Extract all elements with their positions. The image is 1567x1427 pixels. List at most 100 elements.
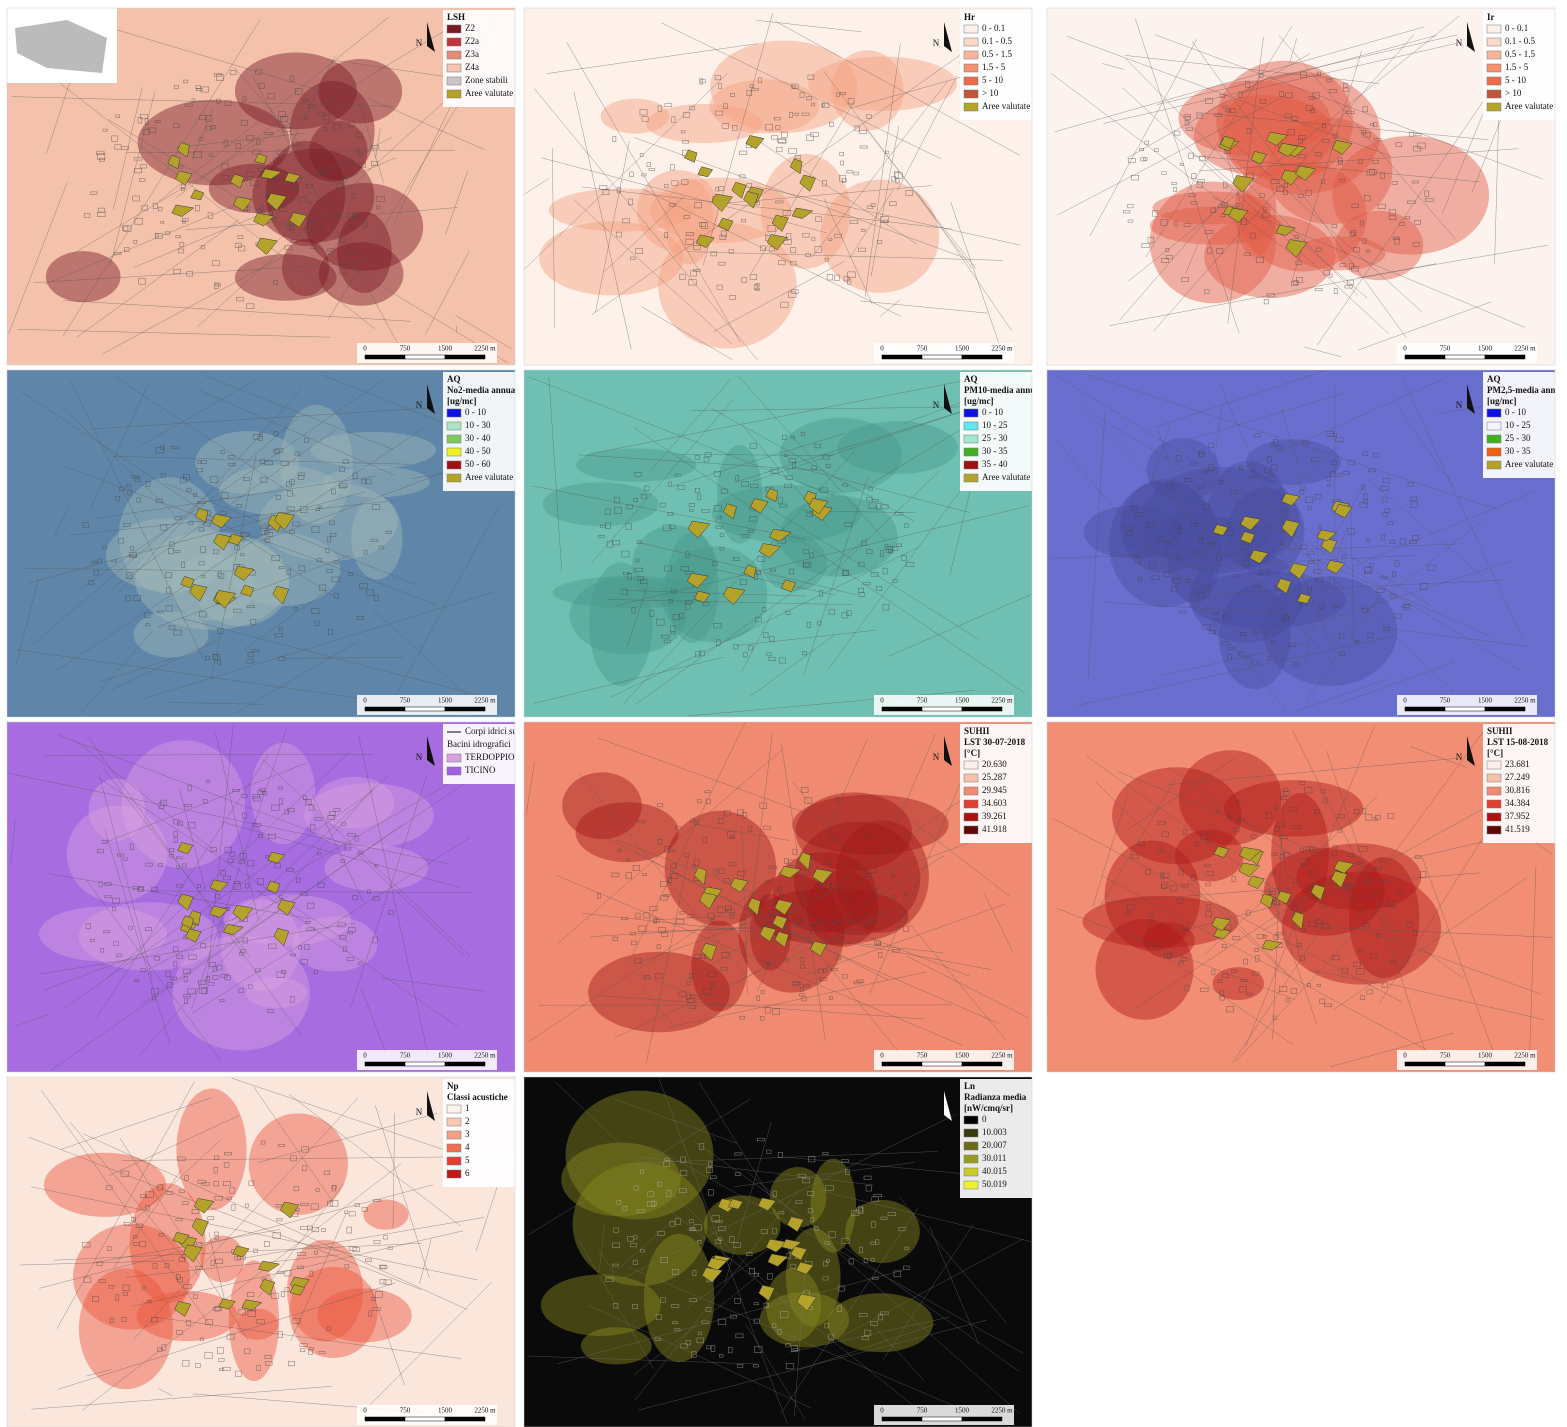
building (341, 822, 347, 826)
building (697, 1239, 702, 1244)
building (1361, 484, 1366, 490)
building (694, 820, 699, 825)
building (634, 567, 643, 572)
building (643, 912, 650, 919)
road (392, 1112, 395, 1228)
building (173, 961, 178, 968)
building (342, 459, 349, 464)
building (1412, 535, 1419, 541)
building (815, 883, 823, 890)
building (207, 1216, 215, 1220)
building (846, 170, 853, 174)
scale-bar-segment (444, 706, 486, 712)
building (336, 183, 344, 189)
building (180, 183, 186, 189)
scale-bar-segment (364, 706, 406, 712)
scale-label: 750 (917, 1052, 928, 1060)
road (551, 148, 556, 329)
road (1089, 39, 1198, 237)
road (1173, 879, 1374, 934)
building (1344, 883, 1353, 890)
building (362, 221, 369, 228)
building (1389, 594, 1397, 599)
building (311, 526, 320, 533)
building (1194, 841, 1200, 847)
building (1141, 243, 1150, 248)
building (896, 543, 903, 547)
building (333, 123, 341, 130)
scale-label: 750 (1440, 345, 1451, 353)
building (1140, 157, 1146, 162)
road (31, 1386, 332, 1410)
building (663, 894, 670, 898)
building (142, 1286, 146, 1290)
building (715, 187, 720, 192)
building (746, 90, 753, 96)
evaluated-area (1334, 504, 1353, 519)
road (780, 1207, 918, 1415)
building (674, 1328, 681, 1332)
building (1166, 483, 1173, 490)
building (1161, 884, 1167, 889)
building (236, 504, 242, 508)
scale-bar-segment (364, 354, 406, 360)
building (700, 222, 708, 229)
legend-swatch (963, 50, 979, 60)
building (1291, 281, 1298, 286)
building (842, 862, 847, 865)
building (1178, 610, 1187, 615)
building (1315, 494, 1322, 500)
road (528, 1098, 752, 1235)
building (1319, 604, 1324, 609)
building (1408, 131, 1415, 137)
building (885, 150, 890, 154)
building (128, 926, 133, 930)
legend-label: 5 (465, 1155, 470, 1165)
building (1292, 879, 1298, 884)
building (841, 1237, 850, 1244)
north-arrow (944, 736, 952, 766)
road (109, 92, 156, 267)
building (113, 252, 122, 255)
road (60, 1097, 212, 1150)
legend-swatch (1486, 421, 1502, 431)
scale-bar-segment (1444, 354, 1486, 360)
building (849, 919, 856, 924)
building (825, 1185, 834, 1191)
building (1316, 71, 1321, 76)
building (1316, 984, 1321, 987)
building (1198, 538, 1203, 545)
building (1244, 252, 1251, 256)
building (705, 798, 711, 804)
building (1380, 575, 1388, 579)
building (297, 475, 305, 480)
building (1370, 953, 1378, 959)
building (358, 153, 364, 157)
building (1275, 932, 1284, 936)
building (803, 984, 811, 987)
scale-label: 2250 m (474, 1052, 496, 1060)
building (678, 991, 687, 997)
building (338, 485, 347, 489)
building (145, 1191, 154, 1198)
building (1349, 892, 1357, 898)
building (626, 504, 633, 510)
evaluated-area (743, 564, 757, 579)
map-zone (1267, 117, 1393, 225)
road (615, 505, 1028, 607)
scale-label: 0 (880, 345, 884, 353)
building (366, 889, 371, 894)
building (660, 1297, 666, 1303)
building (721, 230, 727, 237)
north-label: N (416, 752, 423, 762)
building (323, 127, 328, 132)
evaluated-area (213, 533, 232, 551)
building (880, 1311, 889, 1316)
building (659, 502, 666, 508)
building (124, 247, 130, 252)
building (168, 541, 175, 547)
map-zone (1083, 505, 1183, 559)
building (658, 927, 666, 934)
road (174, 132, 306, 148)
road (1218, 381, 1333, 646)
